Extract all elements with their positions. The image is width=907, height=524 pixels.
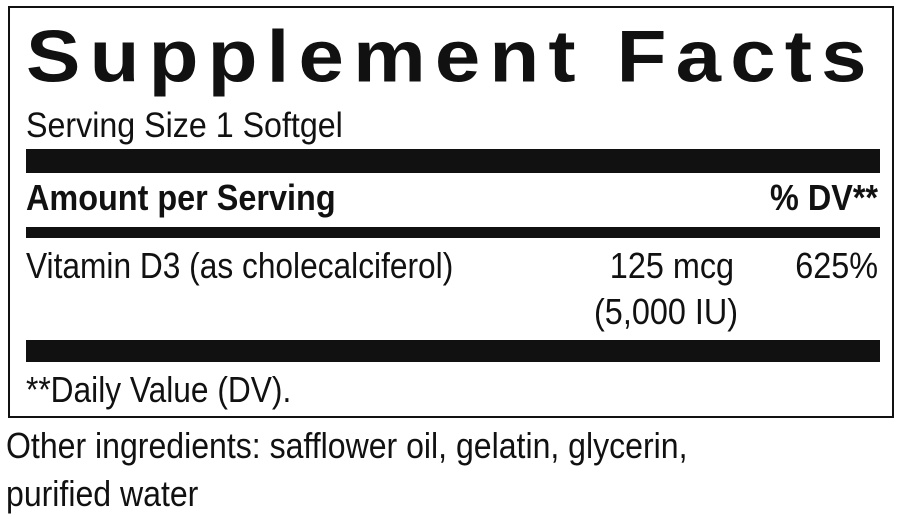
daily-value-header: % DV** — [769, 177, 878, 218]
nutrient-amount-iu: (5,000 IU) — [593, 291, 738, 332]
footnote: **Daily Value (DV). — [26, 369, 292, 410]
serving-size: Serving Size 1 Softgel — [26, 106, 343, 145]
supplement-facts-panel: Supplement Facts Serving Size 1 Softgel … — [8, 6, 894, 418]
other-ingredients: Other ingredients: safflower oil, gelati… — [6, 425, 688, 466]
amount-per-serving-header: Amount per Serving — [26, 177, 336, 218]
thick-divider — [26, 340, 880, 362]
other-ingredients-continued: purified water — [6, 473, 199, 514]
thick-divider — [26, 149, 880, 173]
nutrient-dv: 625% — [795, 245, 878, 286]
nutrient-name: Vitamin D3 (as cholecalciferol) — [26, 245, 454, 286]
nutrient-amount: 125 mcg — [609, 245, 734, 286]
panel-title: Supplement Facts — [26, 15, 876, 98]
thin-divider — [26, 227, 880, 238]
